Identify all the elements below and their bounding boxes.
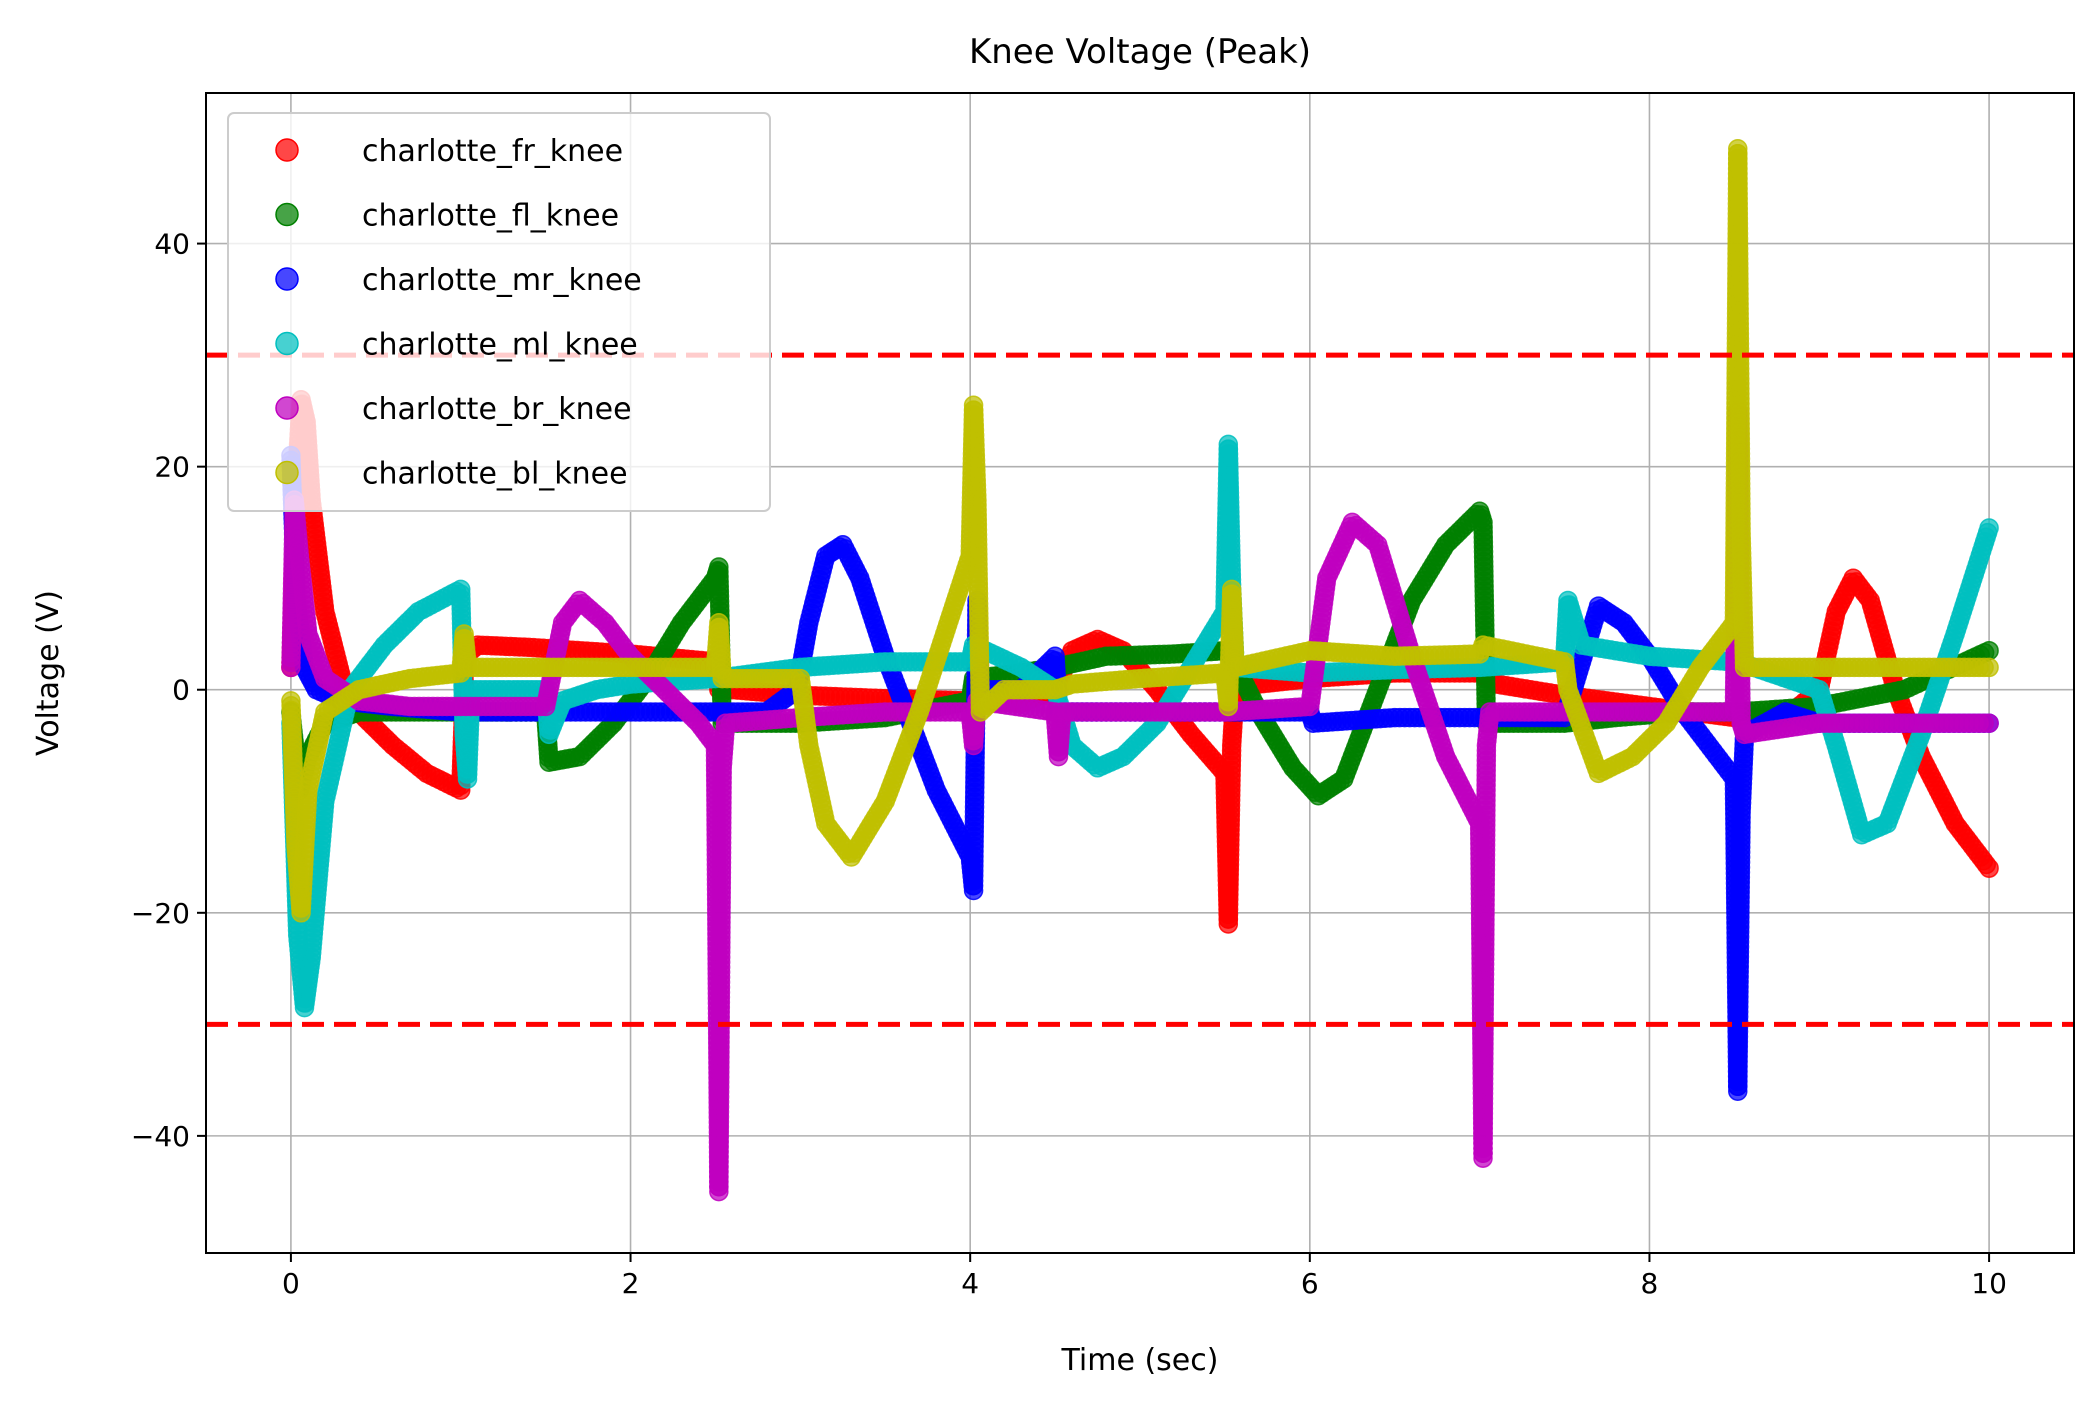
legend-label: charlotte_bl_knee bbox=[362, 457, 628, 492]
x-tick-label: 0 bbox=[282, 1267, 300, 1300]
data-point bbox=[1979, 858, 1999, 878]
legend-label: charlotte_mr_knee bbox=[362, 263, 642, 298]
data-point bbox=[1979, 640, 1999, 661]
y-tick-label: −40 bbox=[131, 1120, 190, 1153]
legend-label: charlotte_br_knee bbox=[362, 392, 632, 427]
legend-marker bbox=[275, 267, 299, 291]
series-layer bbox=[281, 139, 1999, 1202]
legend: charlotte_fr_knee charlotte_fl_kneecharlo… bbox=[227, 112, 771, 512]
legend-marker bbox=[275, 202, 299, 227]
legend-label: charlotte_ml_knee bbox=[362, 328, 638, 363]
y-axis-label: Voltage (V) bbox=[31, 590, 66, 756]
x-tick-label: 4 bbox=[961, 1267, 979, 1300]
legend-marker bbox=[275, 460, 299, 485]
data-point bbox=[1979, 713, 1999, 733]
x-tick-label: 8 bbox=[1641, 1267, 1659, 1300]
data-point bbox=[1979, 657, 1999, 678]
x-axis-label: Time (sec) bbox=[1061, 1343, 1219, 1378]
y-tick-label: −20 bbox=[131, 897, 190, 930]
x-tick-label: 10 bbox=[1971, 1267, 2007, 1300]
legend-marker bbox=[275, 331, 299, 356]
legend-box bbox=[227, 112, 771, 512]
legend-label: charlotte_fl_knee bbox=[362, 199, 619, 234]
chart-title: Knee Voltage (Peak) bbox=[969, 32, 1311, 72]
x-tick-label: 6 bbox=[1301, 1267, 1319, 1300]
y-tick-label: 0 bbox=[172, 674, 190, 707]
x-tick-label: 2 bbox=[622, 1267, 640, 1300]
y-tick-label: 20 bbox=[154, 451, 190, 484]
legend-marker bbox=[275, 396, 299, 420]
legend-marker bbox=[275, 138, 299, 162]
data-point bbox=[1979, 518, 1999, 538]
legend-label: charlotte_fr_knee bbox=[362, 134, 623, 169]
y-tick-label: 40 bbox=[154, 228, 190, 261]
